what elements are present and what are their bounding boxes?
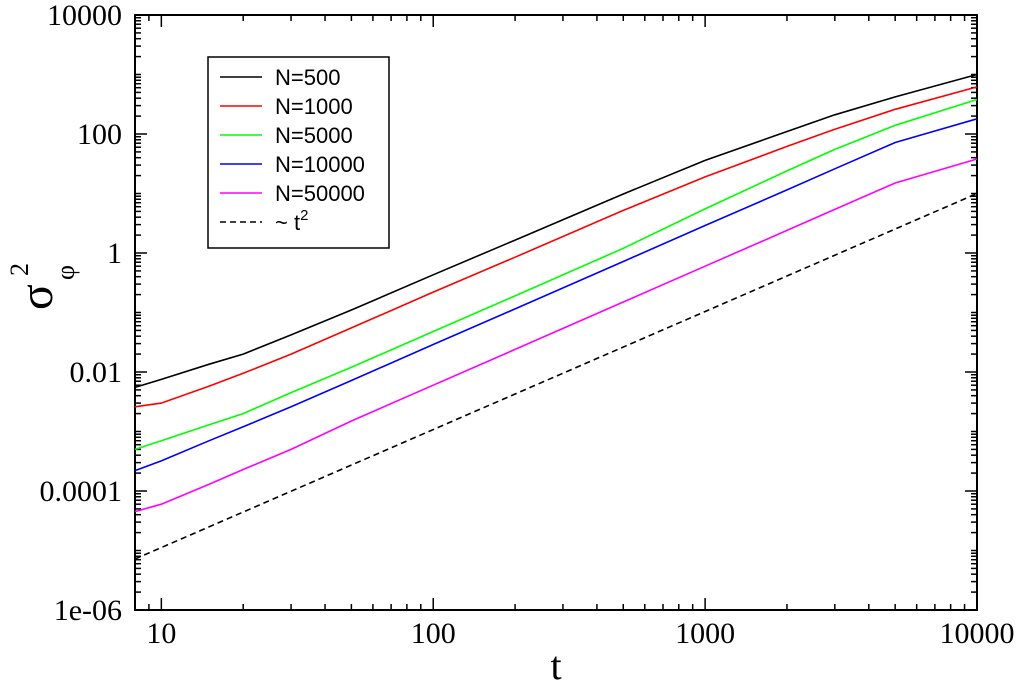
series-line-2 (134, 98, 978, 451)
y-axis-title-subscript: φ (51, 265, 80, 280)
y-tick-label: 1 (107, 237, 122, 270)
y-tick-label: 0.01 (70, 356, 123, 389)
x-tick-label: 10000 (940, 617, 1015, 650)
series-line-4 (134, 158, 978, 513)
x-axis: 10 100 1000 10000 (134, 15, 1015, 650)
y-tick-label: 100 (77, 118, 122, 151)
x-axis-title: t (550, 643, 561, 684)
series-layer (134, 73, 978, 560)
legend-label-superscript: 2 (300, 207, 308, 224)
x-tick-label: 1000 (675, 617, 735, 650)
legend-label: N=50000 (275, 181, 365, 206)
x-tick-label: 10 (146, 617, 176, 650)
legend-box (207, 56, 390, 249)
y-axis-title-superscript: 2 (5, 263, 34, 276)
y-axis-title-group: σ φ 2 (5, 263, 80, 310)
series-line-0 (134, 73, 978, 389)
y-axis: 1e-06 0.0001 0.01 1 100 10000 (40, 0, 977, 627)
x-tick-label: 100 (411, 617, 456, 650)
legend-label: N=5000 (275, 123, 353, 148)
legend-label: N=500 (275, 65, 340, 90)
y-axis-title: σ (10, 284, 63, 310)
series-line-1 (134, 86, 978, 408)
y-tick-label: 0.0001 (40, 475, 123, 508)
y-tick-label: 1e-06 (54, 594, 122, 627)
series-line-5 (134, 192, 978, 560)
legend-label: N=1000 (275, 94, 353, 119)
series-line-3 (134, 118, 978, 472)
legend-label: N=10000 (275, 152, 365, 177)
y-tick-label: 10000 (47, 0, 122, 32)
